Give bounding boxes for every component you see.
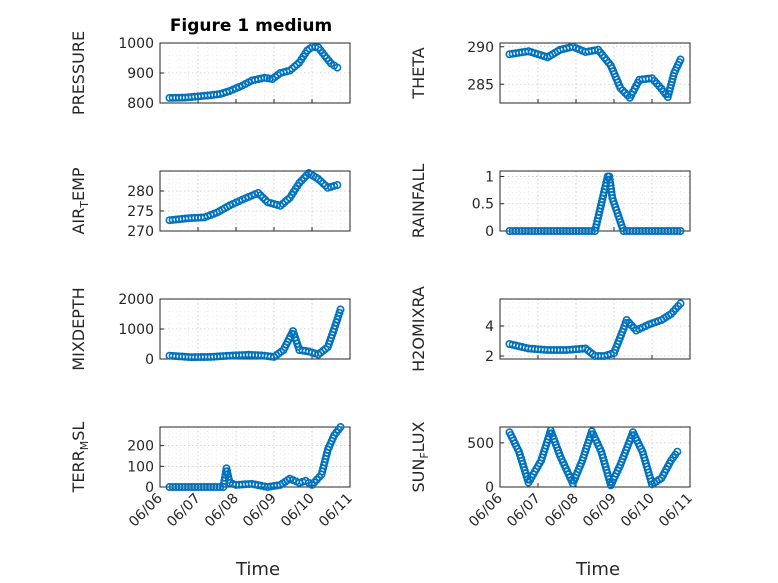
- y-tick-label: 1000: [118, 36, 154, 52]
- data-point: [673, 447, 682, 456]
- x-axis-label: Time: [575, 559, 620, 580]
- y-axis-label: THETA: [409, 47, 428, 99]
- y-tick-label: 280: [127, 184, 154, 200]
- y-axis-label: H2OMIXRA: [409, 286, 428, 372]
- data-point: [333, 63, 342, 72]
- y-tick-label: 2: [485, 349, 494, 365]
- y-tick-label: 0: [145, 352, 154, 368]
- data-markers: [505, 299, 685, 360]
- data-markers: [165, 422, 345, 491]
- axes-frame: [499, 42, 691, 104]
- y-axis-label: PRESSURE: [69, 31, 88, 115]
- x-tick-label: 06/08: [202, 491, 242, 531]
- data-markers: [165, 42, 342, 102]
- y-tick-label: 2000: [118, 292, 154, 308]
- x-tick-label: 06/10: [278, 491, 318, 531]
- y-tick-label: 4: [485, 319, 494, 335]
- data-point: [676, 227, 685, 236]
- y-tick-label: 0: [145, 480, 154, 496]
- data-markers: [165, 305, 345, 362]
- y-tick-label: 1000: [118, 322, 154, 338]
- subplot-h2omixra: 2 4 H2OMIXRA: [409, 286, 691, 372]
- y-tick-label: 290: [467, 40, 494, 56]
- data-point: [336, 305, 345, 314]
- y-tick-label: 285: [467, 77, 494, 93]
- data-point: [333, 181, 342, 190]
- x-axis-label: Time: [235, 559, 280, 580]
- x-tick-label: 06/11: [316, 491, 356, 531]
- y-tick-label: 1: [485, 169, 494, 185]
- data-point: [676, 299, 685, 308]
- x-tick-label: 06/09: [580, 491, 620, 531]
- y-tick-label: 800: [127, 96, 154, 112]
- data-point: [676, 55, 685, 64]
- y-tick-label: 275: [127, 204, 154, 220]
- data-point: [336, 422, 345, 431]
- data-markers: [505, 426, 682, 490]
- y-tick-label: 500: [467, 436, 494, 452]
- y-tick-label: 0: [485, 480, 494, 496]
- subplot-theta: 285 290 THETA: [409, 40, 691, 104]
- figure-title: Figure 1 medium: [170, 16, 332, 36]
- x-tick-label: 06/11: [656, 491, 696, 531]
- y-axis-label: AIRTEMP: [69, 167, 91, 234]
- y-axis-label: TERRMSL: [69, 422, 91, 494]
- y-axis-label: MIXDEPTH: [69, 287, 88, 370]
- x-tick-label: 06/06: [466, 490, 506, 530]
- x-tick-label: 06/06: [126, 490, 166, 530]
- x-tick-label: 06/07: [504, 491, 544, 531]
- subplot-rainfall: 0 0.5 1 RAINFALL: [409, 164, 691, 240]
- x-tick-label: 06/07: [164, 491, 204, 531]
- y-tick-label: 900: [127, 66, 154, 82]
- y-tick-label: 0: [485, 224, 494, 240]
- data-markers: [505, 172, 685, 236]
- x-tick-label: 06/08: [542, 491, 582, 531]
- subplot-pressure: 800 900 1000 PRESSURE: [69, 31, 351, 115]
- data-point: [673, 227, 682, 236]
- subplot-air-temp: 270 275 280 AIRTEMP: [69, 167, 351, 240]
- y-tick-label: 0.5: [472, 197, 494, 213]
- y-tick-label: 100: [127, 459, 154, 475]
- y-tick-label: 200: [127, 439, 154, 455]
- x-tick-label: 06/10: [618, 491, 658, 531]
- x-tick-label: 06/09: [240, 491, 280, 531]
- axes-frame: [159, 170, 351, 232]
- subplot-mixdepth: 0 1000 2000 MIXDEPTH: [69, 287, 351, 371]
- data-markers: [165, 169, 342, 225]
- y-tick-label: 270: [127, 224, 154, 240]
- y-axis-label: RAINFALL: [409, 164, 428, 239]
- axes-frame: [499, 426, 691, 488]
- plot-background: [160, 299, 350, 359]
- data-markers: [505, 42, 685, 102]
- y-axis-label: SUNFLUX: [409, 421, 431, 492]
